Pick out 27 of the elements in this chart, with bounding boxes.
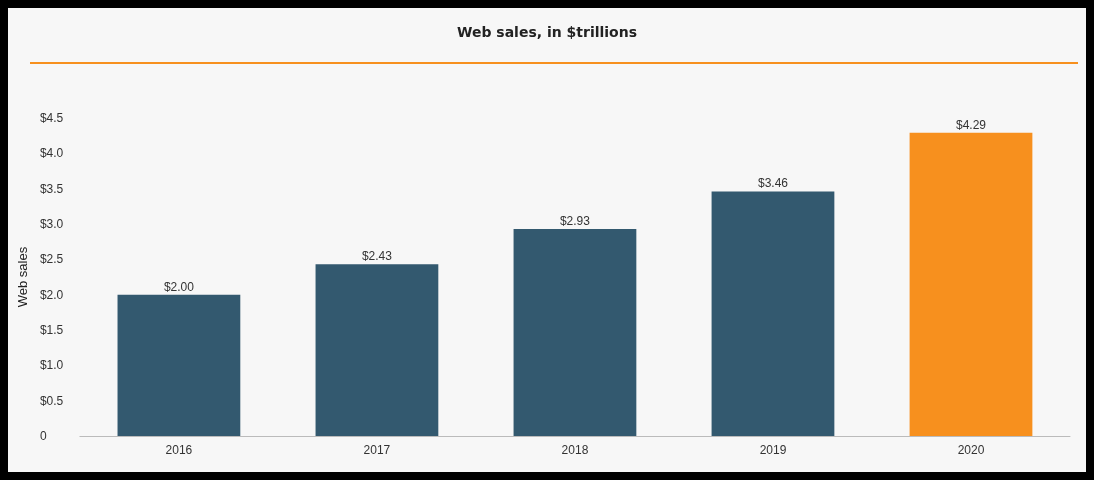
bar bbox=[711, 191, 835, 436]
data-label: $3.46 bbox=[757, 176, 789, 191]
data-label: $2.93 bbox=[559, 213, 591, 228]
y-tick-label: $2.5 bbox=[39, 252, 64, 267]
x-tick-label: 2017 bbox=[363, 443, 391, 457]
y-tick-label: $4.0 bbox=[39, 146, 64, 161]
y-tick-label: $1.5 bbox=[39, 323, 64, 337]
data-label: $2.00 bbox=[163, 279, 195, 294]
bar bbox=[909, 132, 1033, 436]
y-tick-label: $4.5 bbox=[39, 111, 64, 125]
y-tick-label: $3.5 bbox=[39, 181, 64, 196]
x-tick-label: 2018 bbox=[561, 443, 589, 457]
chart-title: Web sales, in $trillions bbox=[456, 24, 638, 40]
data-label: $2.43 bbox=[361, 249, 393, 264]
data-label: $4.29 bbox=[955, 117, 987, 132]
y-tick-label: $3.0 bbox=[39, 217, 64, 231]
bar bbox=[513, 228, 637, 436]
bar bbox=[315, 264, 439, 436]
bar bbox=[117, 294, 241, 436]
y-axis-title: Web sales bbox=[15, 246, 30, 308]
y-tick-label: 0 bbox=[39, 429, 47, 443]
y-tick-label: $0.5 bbox=[39, 393, 64, 408]
x-tick-label: 2020 bbox=[957, 443, 985, 457]
x-tick-label: 2019 bbox=[759, 443, 787, 457]
x-tick-label: 2016 bbox=[165, 443, 193, 457]
y-tick-label: $1.0 bbox=[39, 358, 64, 373]
y-tick-label: $2.0 bbox=[39, 287, 64, 302]
